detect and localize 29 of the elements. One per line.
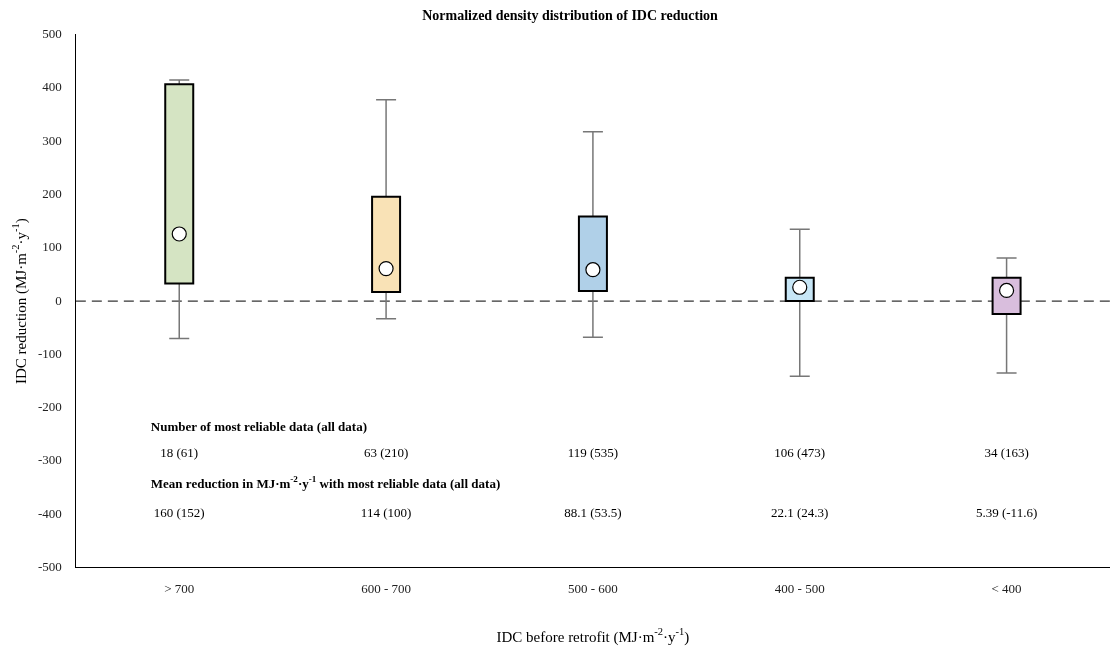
y-axis-title: IDC reduction (MJ·m-2·y-1)	[9, 218, 30, 384]
annotation: 22.1 (24.3)	[771, 504, 829, 520]
annotation: 119 (535)	[567, 445, 619, 461]
x-tick-label: > 700	[164, 580, 195, 596]
chart-title: Normalized density distribution of IDC reduction	[422, 8, 719, 24]
y-tick-label: -200	[37, 399, 62, 415]
y-tick-label: -100	[37, 345, 62, 361]
annotation: 5.39 (-11.6)	[975, 504, 1038, 520]
y-tick-label: -500	[37, 558, 62, 574]
y-tick-label: 300	[42, 132, 62, 148]
y-tick-label: -400	[37, 505, 62, 521]
y-tick-label: -300	[37, 452, 62, 468]
annotation: 88.1 (53.5)	[564, 504, 622, 520]
annotation: 160 (152)	[153, 504, 205, 520]
y-tick-label: 500	[42, 26, 62, 42]
y-tick-label: 100	[42, 239, 62, 255]
annotation: 63 (210)	[363, 445, 409, 461]
x-tick-label: 400 - 500	[774, 580, 825, 596]
x-tick-label: 600 - 700	[361, 580, 411, 596]
annotation: 18 (61)	[160, 445, 199, 461]
annotation: 34 (163)	[984, 445, 1029, 461]
annotation: 106 (473)	[774, 445, 826, 461]
y-tick-label: 0	[55, 292, 62, 308]
x-tick-label: < 400	[991, 580, 1022, 596]
y-tick-label: 400	[42, 79, 62, 95]
x-tick-label: 500 - 600	[567, 580, 618, 596]
y-tick-label: 200	[42, 186, 62, 201]
annotation: 114 (100)	[360, 504, 412, 520]
annotation: Number of most reliable data (all data)	[150, 418, 367, 434]
